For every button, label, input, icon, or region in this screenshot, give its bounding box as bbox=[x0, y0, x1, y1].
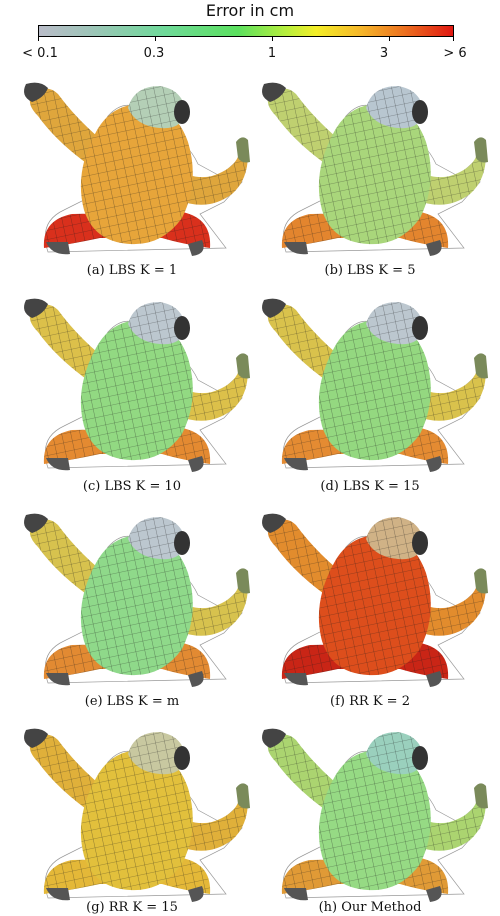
ear bbox=[412, 531, 428, 555]
panel-caption: (f) RR K = 2 bbox=[330, 694, 410, 709]
character-render bbox=[262, 513, 488, 687]
hand bbox=[236, 568, 250, 594]
hand bbox=[236, 783, 250, 809]
character-render bbox=[24, 82, 250, 256]
foot bbox=[188, 671, 204, 687]
foot bbox=[46, 888, 70, 901]
figure-panel bbox=[250, 72, 490, 262]
ear bbox=[174, 100, 190, 124]
figure-panel bbox=[12, 72, 252, 262]
colorbar-tick-mark bbox=[38, 36, 39, 41]
character-render bbox=[262, 728, 488, 902]
figure-panel bbox=[12, 288, 252, 478]
foot bbox=[284, 673, 308, 686]
foot bbox=[188, 240, 204, 256]
ear bbox=[412, 100, 428, 124]
panel-caption: (b) LBS K = 5 bbox=[324, 263, 416, 278]
foot bbox=[284, 888, 308, 901]
colorbar-tick-label: 0.3 bbox=[143, 46, 165, 61]
character-render bbox=[24, 513, 250, 687]
hand bbox=[24, 728, 48, 748]
colorbar-tick-label: 1 bbox=[267, 46, 277, 61]
figure-panel bbox=[12, 503, 252, 693]
colorbar-tick-mark bbox=[155, 36, 156, 41]
figure-panel bbox=[250, 718, 490, 908]
character-render bbox=[24, 728, 250, 902]
foot bbox=[426, 671, 442, 687]
panel-caption: (c) LBS K = 10 bbox=[82, 479, 182, 494]
hand bbox=[262, 298, 286, 318]
ear bbox=[174, 316, 190, 340]
colorbar-tick-label: 3 bbox=[379, 46, 389, 61]
hand bbox=[474, 353, 488, 379]
ear bbox=[412, 316, 428, 340]
foot bbox=[284, 242, 308, 255]
foot bbox=[284, 458, 308, 471]
panel-caption: (h) Our Method bbox=[318, 900, 422, 915]
hand bbox=[24, 82, 48, 102]
hand bbox=[24, 513, 48, 533]
figure-panel bbox=[250, 288, 490, 478]
colorbar-tick-mark bbox=[453, 36, 454, 41]
colorbar bbox=[38, 25, 454, 37]
character-render bbox=[24, 298, 250, 472]
foot bbox=[46, 673, 70, 686]
hand bbox=[474, 568, 488, 594]
hand bbox=[262, 728, 286, 748]
colorbar-title: Error in cm bbox=[205, 1, 295, 20]
foot bbox=[188, 886, 204, 902]
colorbar-tick-mark bbox=[272, 36, 273, 41]
hand bbox=[236, 353, 250, 379]
foot bbox=[426, 240, 442, 256]
foot bbox=[426, 886, 442, 902]
hand bbox=[474, 137, 488, 163]
panel-caption: (e) LBS K = m bbox=[84, 694, 180, 709]
foot bbox=[46, 242, 70, 255]
ear bbox=[174, 746, 190, 770]
figure-panel bbox=[12, 718, 252, 908]
panel-caption: (g) RR K = 15 bbox=[86, 900, 178, 915]
character-render bbox=[262, 298, 488, 472]
figure-panel bbox=[250, 503, 490, 693]
foot bbox=[188, 456, 204, 472]
colorbar-tick-mark bbox=[389, 36, 390, 41]
panel-caption: (d) LBS K = 15 bbox=[320, 479, 420, 494]
hand bbox=[262, 513, 286, 533]
colorbar-tick-label: > 6 bbox=[443, 46, 467, 61]
hand bbox=[236, 137, 250, 163]
hand bbox=[474, 783, 488, 809]
hand bbox=[262, 82, 286, 102]
character-render bbox=[262, 82, 488, 256]
foot bbox=[426, 456, 442, 472]
ear bbox=[174, 531, 190, 555]
foot bbox=[46, 458, 70, 471]
hand bbox=[24, 298, 48, 318]
colorbar-tick-label: < 0.1 bbox=[22, 46, 58, 61]
ear bbox=[412, 746, 428, 770]
panel-caption: (a) LBS K = 1 bbox=[86, 263, 178, 278]
